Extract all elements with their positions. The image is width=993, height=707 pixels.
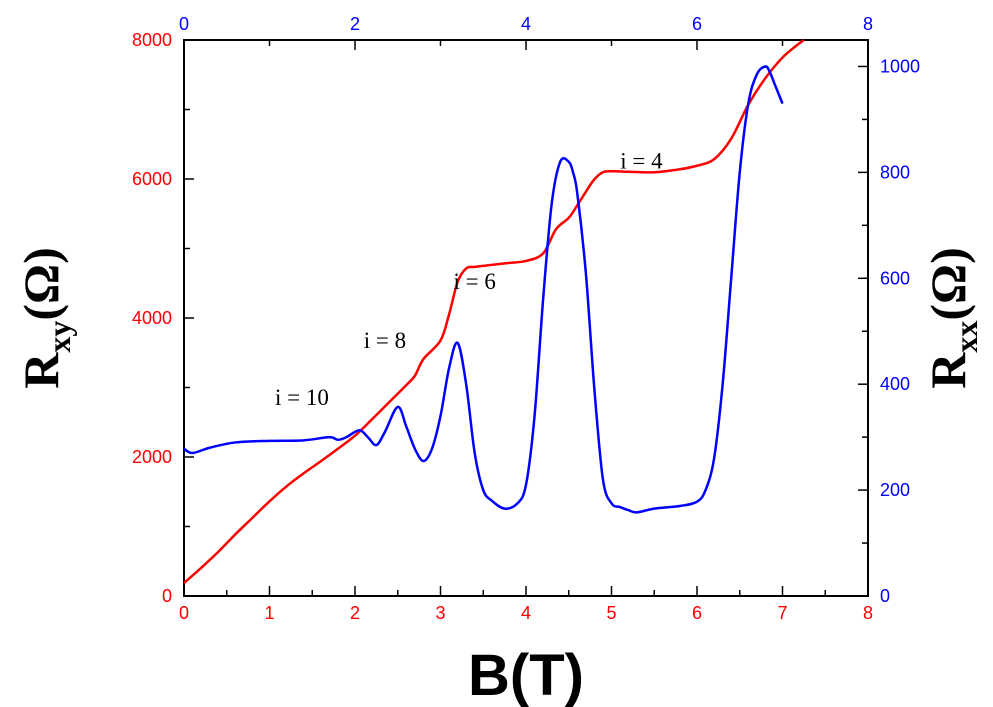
x-top-tick-label: 4 <box>521 14 531 34</box>
y-right-tick-label: 200 <box>880 480 910 500</box>
axis-tick-labels: 0 1 2 3 4 5 6 7 80 2 4 6 802000400060008000020040060… <box>132 14 920 623</box>
y-right-tick-label: 1000 <box>880 56 920 76</box>
filling-factor-label: i = 6 <box>454 269 496 294</box>
x-bottom-tick-label: 6 <box>692 603 702 623</box>
x-bottom-tick-label: 8 <box>863 603 873 623</box>
y-right-tick-label: 600 <box>880 268 910 288</box>
y-left-tick-label: 6000 <box>132 169 172 189</box>
y-left-tick-label: 0 <box>162 586 172 606</box>
y-left-tick-label: 4000 <box>132 308 172 328</box>
y-right-tick-label: 800 <box>880 162 910 182</box>
x-top-tick-label: 8 <box>863 14 873 34</box>
rxy-curve <box>183 39 805 584</box>
filling-factor-label: i = 4 <box>620 149 663 174</box>
y-right-sub: xx <box>948 321 984 353</box>
x-bottom-tick-label: 2 <box>350 603 360 623</box>
x-top-tick-label: 6 <box>692 14 702 34</box>
y-left-tick-label: 2000 <box>132 447 172 467</box>
rxx-curve <box>183 65 784 514</box>
x-bottom-tick-label: 4 <box>521 603 531 623</box>
annotations: i = 4 i = 6 i = 8 i = 10 <box>275 149 663 410</box>
series-layer <box>183 39 805 584</box>
y-left-tick-label: 8000 <box>132 30 172 50</box>
x-bottom-tick-label: 3 <box>435 603 445 623</box>
x-bottom-tick-label: 0 <box>179 603 189 623</box>
x-top-tick-label: 0 <box>179 14 189 34</box>
y-right-unit: (Ω) <box>920 247 976 320</box>
filling-factor-label: i = 8 <box>364 328 406 353</box>
y-right-main: R <box>920 352 976 389</box>
y-axis-label-right: Rxx(Ω) <box>920 247 984 388</box>
x-bottom-tick-label: 7 <box>777 603 787 623</box>
plot-frame <box>183 39 869 597</box>
y-right-tick-label: 400 <box>880 374 910 394</box>
x-axis-label: B(T) <box>468 643 584 707</box>
y-axis-label-left: Rxy(Ω) <box>13 247 77 388</box>
y-right-tick-label: 0 <box>880 586 890 606</box>
x-top-tick-label: 2 <box>350 14 360 34</box>
x-bottom-tick-label: 1 <box>264 603 274 623</box>
x-bottom-tick-label: 5 <box>606 603 616 623</box>
axis-ticks <box>183 39 869 597</box>
filling-factor-label: i = 10 <box>275 385 329 410</box>
y-left-main: R <box>13 352 69 389</box>
y-left-sub: xy <box>41 321 77 353</box>
y-left-unit: (Ω) <box>13 247 69 320</box>
